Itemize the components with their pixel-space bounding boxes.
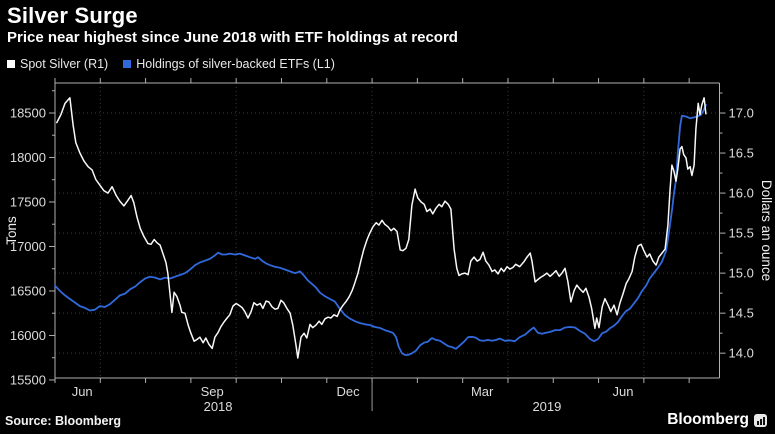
etf-holdings-line (54, 104, 707, 356)
page-title: Silver Surge (7, 3, 138, 28)
svg-text:2019: 2019 (532, 399, 561, 414)
legend: Spot Silver (R1) Holdings of silver-back… (7, 57, 335, 71)
svg-text:Dec: Dec (337, 384, 361, 399)
svg-text:Jun: Jun (72, 384, 93, 399)
spot-silver-line (56, 97, 707, 359)
svg-text:17500: 17500 (10, 194, 46, 209)
bar-chart-icon (754, 413, 767, 427)
svg-text:16000: 16000 (10, 328, 46, 343)
svg-text:17.0: 17.0 (729, 106, 754, 121)
svg-text:Jun: Jun (613, 384, 634, 399)
left-axis-title: Tons (4, 216, 19, 245)
legend-item-label: Holdings of silver-backed ETFs (L1) (136, 57, 335, 71)
svg-text:14.0: 14.0 (729, 346, 754, 361)
source-credit: Source: Bloomberg (5, 414, 121, 428)
svg-text:17000: 17000 (10, 239, 46, 254)
right-axis-title: Dollars an ounce (759, 180, 774, 281)
spot-silver-swatch-icon (7, 60, 15, 68)
svg-text:15.5: 15.5 (729, 226, 754, 241)
svg-text:2018: 2018 (204, 399, 233, 414)
etf-holdings-swatch-icon (123, 60, 132, 68)
svg-text:16.5: 16.5 (729, 146, 754, 161)
svg-text:Sep: Sep (201, 384, 224, 399)
svg-text:16.0: 16.0 (729, 186, 754, 201)
svg-text:14.5: 14.5 (729, 306, 754, 321)
svg-text:16500: 16500 (10, 283, 46, 298)
page-subtitle: Price near highest since June 2018 with … (7, 29, 458, 46)
legend-item-spot-silver: Spot Silver (R1) (7, 57, 108, 71)
svg-text:Mar: Mar (471, 384, 494, 399)
svg-text:18500: 18500 (10, 105, 46, 120)
svg-text:18000: 18000 (10, 150, 46, 165)
brand-logo: Bloomberg (667, 411, 767, 429)
svg-text:15.0: 15.0 (729, 266, 754, 281)
legend-item-label: Spot Silver (R1) (20, 57, 109, 71)
brand-name: Bloomberg (667, 411, 749, 428)
legend-item-etf-holdings: Holdings of silver-backed ETFs (L1) (123, 57, 335, 71)
svg-text:15500: 15500 (10, 372, 46, 387)
